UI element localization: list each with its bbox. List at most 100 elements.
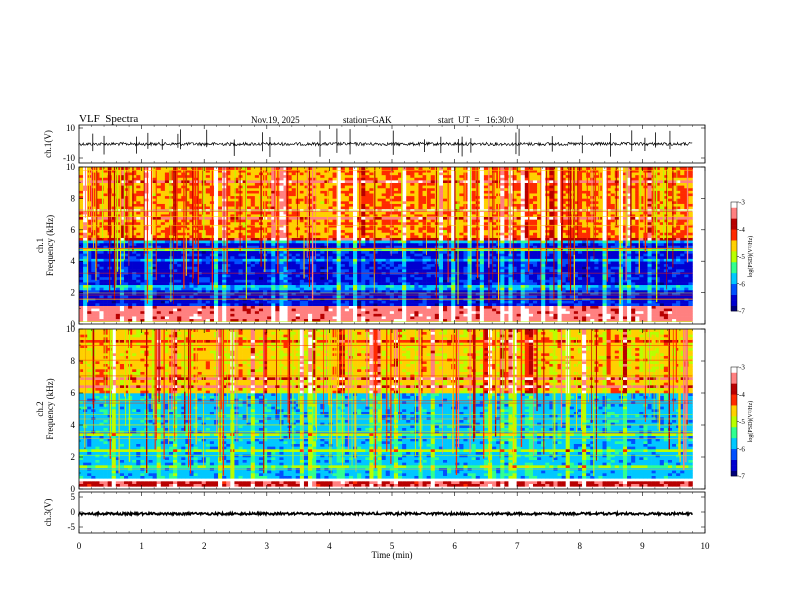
spectrogram-cell	[487, 308, 493, 312]
spectrogram-cell	[316, 321, 321, 325]
spectrogram-cell	[91, 282, 96, 286]
spectrogram-cell	[222, 274, 227, 278]
spectrogram-cell	[226, 269, 231, 272]
spectrogram-cell	[95, 245, 100, 249]
spectrogram-cell	[83, 258, 88, 262]
spectrogram-cell	[467, 289, 472, 293]
spectrogram-cell	[160, 253, 166, 257]
spectrogram-cell	[500, 287, 505, 291]
spectrogram-cell	[561, 316, 566, 320]
spectrogram-cell	[651, 276, 656, 280]
spectrogram-cell	[79, 313, 84, 317]
spectrogram-cell	[487, 287, 493, 291]
spectrogram-cell	[422, 321, 427, 325]
spectrogram-cell	[377, 318, 382, 322]
spectrogram-cell	[631, 274, 636, 278]
spectrogram-cell	[680, 274, 685, 278]
spectrogram-cell	[95, 308, 100, 312]
spectrogram-cell	[467, 305, 472, 309]
spectrogram-cell	[610, 279, 616, 283]
spectrogram-cell	[291, 245, 297, 249]
spectrogram-cell	[676, 313, 681, 317]
spectrogram-cell	[447, 292, 452, 296]
spectrogram-cell	[205, 305, 211, 309]
spectrogram-cell	[312, 263, 317, 267]
spectrogram-cell	[344, 284, 350, 288]
spectrogram-cell	[569, 295, 575, 299]
spectrogram-cell	[303, 253, 309, 257]
spectrogram-cell	[467, 316, 472, 320]
spectrogram-cell	[680, 289, 685, 293]
spectrogram-cell	[79, 255, 84, 259]
spectrogram-cell	[148, 266, 153, 270]
spectrogram-cell	[594, 248, 599, 252]
spectrogram-cell	[438, 261, 444, 265]
spectrogram-cell	[344, 282, 350, 286]
spectrogram-cell	[295, 248, 301, 252]
spectrogram-cell	[594, 308, 599, 312]
spectrogram-cell	[136, 255, 141, 259]
spectrogram-cell	[123, 305, 129, 309]
spectrogram-cell	[365, 321, 370, 325]
spectrogram-cell	[173, 242, 178, 246]
spectrogram-cell	[447, 269, 452, 272]
spectrogram-cell	[512, 253, 517, 257]
spectrogram-cell	[353, 289, 358, 293]
spectrogram-cell	[549, 279, 554, 283]
spectrogram-cell	[201, 266, 207, 270]
spectrogram-cell	[508, 292, 513, 296]
spectrogram-cell	[610, 282, 616, 286]
spectrogram-cell	[340, 266, 346, 270]
spectrogram-cell	[590, 263, 595, 267]
spectrogram-cell	[299, 269, 305, 272]
spectrogram-cell	[434, 255, 440, 259]
spectrogram-cell	[672, 269, 677, 272]
spectrogram-cell	[205, 269, 211, 272]
spectrogram-cell	[160, 308, 166, 312]
spectrogram-cell	[524, 250, 530, 254]
spectrogram-cell	[148, 263, 153, 267]
spectrogram-cell	[119, 300, 125, 304]
spectrogram-cell	[594, 318, 599, 322]
spectrogram-cell	[103, 274, 108, 278]
spectrogram-cell	[213, 282, 219, 286]
spectrogram-cell	[344, 248, 350, 252]
spectrogram-cell	[631, 240, 636, 244]
spectrogram-cell	[565, 250, 571, 254]
spectrogram-cell	[663, 253, 669, 257]
spectrogram-cell	[258, 308, 264, 312]
spectrogram-cell	[402, 242, 407, 246]
spectrogram-cell	[226, 303, 231, 306]
spectrogram-cell	[348, 261, 354, 265]
spectrogram-cell	[467, 310, 472, 314]
spectrogram-cell	[406, 248, 411, 252]
spectrogram-cell	[459, 242, 464, 246]
spectrogram-cell	[434, 295, 440, 299]
spectrogram-cell	[614, 242, 620, 246]
spectrogram-cell	[467, 269, 472, 272]
spectrogram-cell	[569, 250, 575, 254]
spectrogram-cell	[586, 269, 591, 272]
spectrogram-cell	[434, 269, 440, 272]
spectrogram-cell	[643, 316, 648, 320]
spectrogram-cell	[238, 274, 243, 278]
spectrogram-cell	[443, 255, 448, 259]
spectrogram-cell	[430, 274, 436, 278]
spectrogram-cell	[201, 269, 207, 272]
spectrogram-cell	[185, 284, 190, 288]
spectrogram-cell	[680, 253, 685, 257]
spectrogram-cell	[115, 282, 121, 286]
spectrogram-cell	[516, 253, 522, 257]
spectrogram-cell	[467, 242, 472, 246]
spectrogram-cell	[303, 308, 309, 312]
spectrogram-cell	[353, 269, 358, 272]
spectrogram-cell	[177, 263, 182, 267]
spectrogram-cell	[561, 266, 566, 270]
spectrogram-cell	[557, 313, 562, 317]
spectrogram-cell	[610, 313, 616, 317]
spectrogram-cell	[406, 253, 411, 257]
spectrogram-cell	[434, 250, 440, 254]
spectrogram-cell	[398, 313, 403, 317]
spectrogram-cell	[639, 321, 644, 325]
spectrogram-cell	[549, 240, 554, 244]
